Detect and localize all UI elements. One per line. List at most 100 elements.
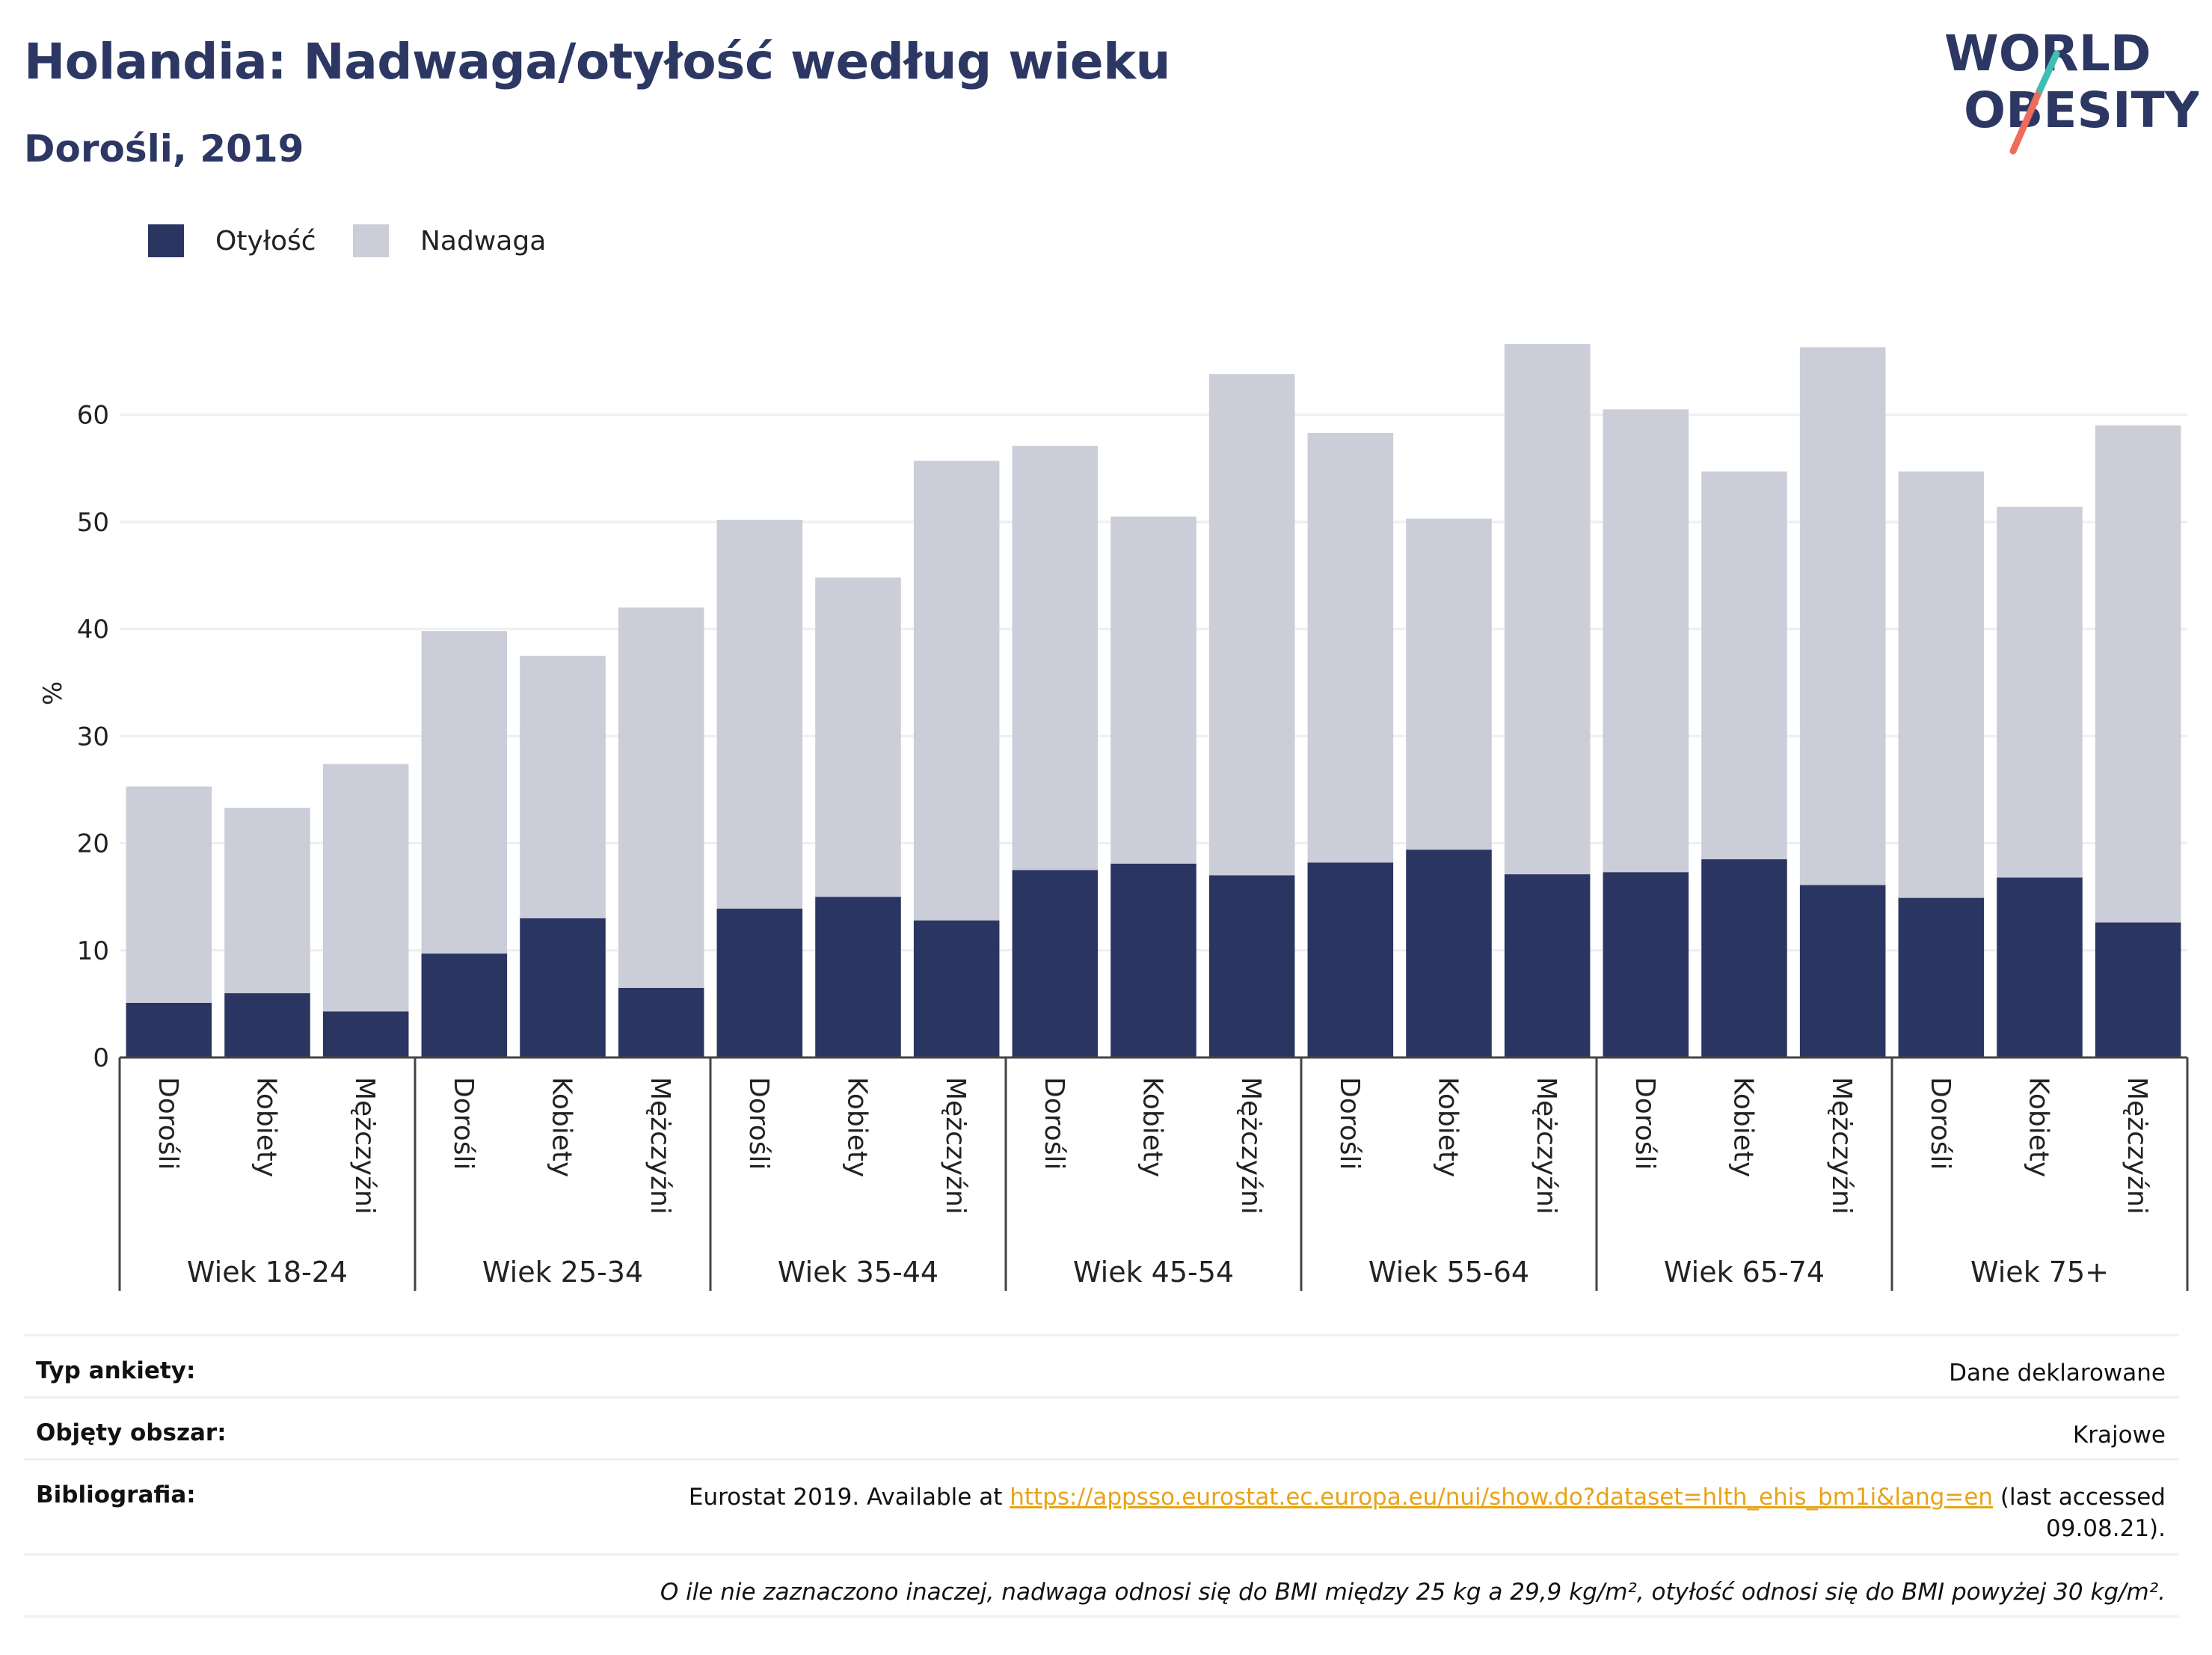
x-group-label-5: Wiek 65-74 bbox=[1664, 1256, 1825, 1289]
bar-overweight-12 bbox=[1307, 432, 1394, 863]
x-group-label-1: Wiek 25-34 bbox=[482, 1256, 643, 1289]
x-category-label-10: Kobiety bbox=[1137, 1077, 1168, 1177]
world-obesity-logo: WORLD OBESITY bbox=[1944, 25, 2199, 155]
bar-obesity-8 bbox=[913, 920, 1000, 1057]
x-group-label-4: Wiek 55-64 bbox=[1368, 1256, 1529, 1289]
bar-obesity-19 bbox=[1997, 877, 2083, 1057]
bar-obesity-20 bbox=[2095, 922, 2181, 1057]
bar-obesity-1 bbox=[224, 993, 310, 1057]
x-category-label-2: Mężczyźni bbox=[349, 1077, 380, 1215]
definition-note: O ile nie zaznaczono inaczej, nadwaga od… bbox=[660, 1579, 2166, 1606]
bar-overweight-4 bbox=[520, 655, 606, 918]
bar-overweight-13 bbox=[1406, 518, 1492, 850]
bar-obesity-4 bbox=[520, 918, 606, 1057]
x-category-label-7: Kobiety bbox=[842, 1077, 873, 1177]
legend-swatch-obesity bbox=[148, 224, 184, 257]
survey-type-value: Dane deklarowane bbox=[1949, 1360, 2166, 1387]
chart-subtitle: Dorośli, 2019 bbox=[24, 127, 304, 171]
bibliography-suffix: (last accessed bbox=[1993, 1484, 2166, 1511]
bar-obesity-3 bbox=[421, 954, 508, 1057]
bar-obesity-5 bbox=[618, 987, 704, 1057]
bar-overweight-1 bbox=[224, 808, 310, 994]
y-tick-label-20: 20 bbox=[77, 829, 109, 859]
x-category-label-14: Mężczyźni bbox=[1531, 1077, 1561, 1215]
bar-obesity-13 bbox=[1406, 850, 1492, 1057]
x-category-label-1: Kobiety bbox=[251, 1077, 282, 1177]
legend-label-overweight: Nadwaga bbox=[420, 226, 547, 257]
x-group-label-0: Wiek 18-24 bbox=[187, 1256, 348, 1289]
bar-overweight-18 bbox=[1898, 471, 1985, 898]
logo-coral-slash bbox=[2009, 86, 2044, 155]
bar-obesity-12 bbox=[1307, 862, 1394, 1057]
bar-overweight-9 bbox=[1012, 446, 1099, 871]
x-category-label-9: Dorośli bbox=[1039, 1077, 1069, 1170]
bar-overweight-0 bbox=[126, 786, 212, 1003]
survey-type-label: Typ ankiety: bbox=[36, 1357, 196, 1384]
bibliography-label: Bibliografia: bbox=[36, 1481, 196, 1508]
info-row-bibliography: Bibliografia: Eurostat 2019. Available a… bbox=[24, 1458, 2179, 1553]
legend-label-obesity: Otyłość bbox=[215, 226, 316, 257]
x-category-label-5: Mężczyźni bbox=[645, 1077, 675, 1215]
bar-overweight-2 bbox=[322, 764, 409, 1012]
bar-obesity-18 bbox=[1898, 897, 1985, 1057]
x-category-label-0: Dorośli bbox=[153, 1077, 183, 1170]
bar-obesity-14 bbox=[1504, 874, 1591, 1057]
legend-swatch-overweight bbox=[353, 224, 389, 257]
x-category-label-6: Dorośli bbox=[743, 1077, 774, 1170]
y-tick-label-60: 60 bbox=[77, 401, 109, 431]
bar-obesity-11 bbox=[1208, 875, 1295, 1057]
bar-overweight-11 bbox=[1208, 374, 1295, 876]
x-category-label-4: Kobiety bbox=[547, 1077, 577, 1177]
bar-overweight-6 bbox=[716, 519, 803, 909]
x-group-label-3: Wiek 45-54 bbox=[1073, 1256, 1234, 1289]
bar-overweight-5 bbox=[618, 607, 704, 988]
bar-overweight-17 bbox=[1799, 347, 1886, 885]
bibliography-link[interactable]: https://appsso.eurostat.ec.europa.eu/nui… bbox=[1010, 1484, 1994, 1511]
x-category-label-18: Dorośli bbox=[1925, 1077, 1956, 1170]
bar-obesity-9 bbox=[1012, 870, 1099, 1057]
bar-overweight-7 bbox=[815, 577, 901, 897]
bar-overweight-15 bbox=[1603, 409, 1689, 873]
chart-title: Holandia: Nadwaga/otyłość według wieku bbox=[24, 33, 1170, 90]
bar-overweight-16 bbox=[1701, 471, 1787, 860]
bar-obesity-17 bbox=[1799, 885, 1886, 1057]
x-category-label-11: Mężczyźni bbox=[1235, 1077, 1266, 1215]
y-tick-label-10: 10 bbox=[77, 936, 109, 966]
x-category-label-17: Mężczyźni bbox=[1826, 1077, 1857, 1215]
area-label: Objęty obszar: bbox=[36, 1419, 227, 1446]
info-row-area: Objęty obszar: Krajowe bbox=[24, 1396, 2179, 1458]
x-category-label-3: Dorośli bbox=[448, 1077, 479, 1170]
info-row-survey: Typ ankiety: Dane deklarowane bbox=[24, 1334, 2179, 1396]
bibliography-prefix: Eurostat 2019. Available at bbox=[688, 1484, 1010, 1511]
stacked-bar-chart: 0 10 20 30 40 50 60% Dorośli Kobiety Mężczyźni Dor… bbox=[38, 344, 2189, 1291]
x-category-label-8: Mężczyźni bbox=[940, 1077, 971, 1215]
info-row-note: O ile nie zaznaczono inaczej, nadwaga od… bbox=[24, 1553, 2179, 1618]
bar-overweight-10 bbox=[1110, 516, 1196, 864]
x-category-label-15: Dorośli bbox=[1629, 1077, 1660, 1170]
x-category-label-19: Kobiety bbox=[2024, 1077, 2054, 1177]
y-tick-label-30: 30 bbox=[77, 722, 109, 752]
info-table: Typ ankiety: Dane deklarowane Objęty obs… bbox=[24, 1334, 2179, 1618]
x-category-label-13: Kobiety bbox=[1433, 1077, 1463, 1177]
x-category-label-12: Dorośli bbox=[1334, 1077, 1365, 1170]
x-category-label-20: Mężczyźni bbox=[2122, 1077, 2152, 1215]
area-value: Krajowe bbox=[2072, 1422, 2166, 1449]
y-tick-label-50: 50 bbox=[77, 508, 109, 538]
y-tick-label-0: 0 bbox=[93, 1043, 109, 1073]
bar-overweight-20 bbox=[2095, 425, 2181, 923]
bar-overweight-3 bbox=[421, 630, 508, 954]
logo-teal-slash bbox=[2036, 50, 2060, 93]
bibliography-date: 09.08.21). bbox=[2046, 1515, 2166, 1542]
bar-obesity-0 bbox=[126, 1002, 212, 1057]
y-axis-label: % bbox=[38, 681, 68, 705]
x-group-label-2: Wiek 35-44 bbox=[778, 1256, 938, 1289]
bar-overweight-19 bbox=[1997, 506, 2083, 878]
bar-obesity-10 bbox=[1110, 863, 1196, 1057]
x-category-label-16: Kobiety bbox=[1728, 1077, 1759, 1177]
bar-obesity-15 bbox=[1603, 872, 1689, 1057]
bar-obesity-6 bbox=[716, 908, 803, 1057]
bar-obesity-7 bbox=[815, 897, 901, 1057]
bar-obesity-2 bbox=[322, 1011, 409, 1057]
bibliography-value: Eurostat 2019. Available at https://apps… bbox=[689, 1481, 2166, 1544]
bar-obesity-16 bbox=[1701, 859, 1787, 1057]
